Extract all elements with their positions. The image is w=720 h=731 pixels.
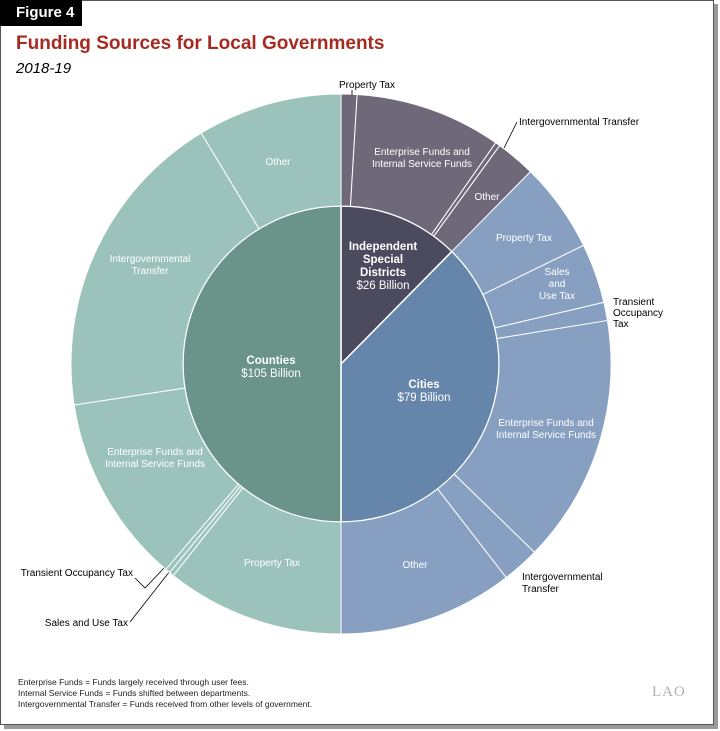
label-line: Transfer (522, 584, 560, 595)
outer-segment (70, 132, 260, 406)
label-line: Sales (544, 267, 569, 278)
label-line: Counties (246, 355, 295, 367)
inner-value-label: $79 Billion (397, 392, 450, 404)
outer-segment (200, 93, 342, 230)
label-line: Internal Service Funds (105, 459, 205, 470)
footnote: Enterprise Funds = Funds largely receive… (18, 677, 249, 687)
leader-line (502, 121, 518, 151)
figure-label: Figure 4 (0, 0, 82, 26)
label-line: Other (402, 560, 428, 571)
chart-subtitle: 2018-19 (16, 60, 72, 77)
label-line: Internal Service Funds (496, 430, 596, 441)
label-line: Use Tax (539, 291, 575, 302)
label-line: Districts (360, 267, 406, 279)
label-line: Cities (408, 379, 439, 391)
label-line: Transfer (132, 266, 170, 277)
label-line: Intergovernmental (110, 254, 191, 265)
label-line: and (549, 279, 566, 290)
segment-label: Intergovernmental Transfer (519, 117, 640, 128)
label-line: Other (474, 192, 500, 203)
inner-value-label: $105 Billion (241, 368, 300, 380)
segment-label: Transient Occupancy Tax (21, 568, 133, 579)
segment-label: Property Tax (496, 233, 552, 244)
inner-label: Cities (408, 379, 439, 391)
segment-label: Sales and Use Tax (45, 618, 128, 629)
label-line: Transient Occupancy Tax (21, 568, 133, 579)
segment-label: Property Tax (244, 558, 300, 569)
segment-label: Intergovernmental Transfer (522, 572, 603, 595)
label-line: Intergovernmental (522, 572, 603, 583)
label-line: $79 Billion (397, 392, 450, 404)
segment-label: Sales and Use Tax (539, 267, 575, 302)
segment-label: Intergovernmental Transfer (110, 254, 191, 277)
label-line: Transient (613, 297, 655, 308)
leader-line (134, 566, 166, 589)
label-line: $105 Billion (241, 368, 300, 380)
segment-label: Enterprise Funds and Internal Service Fun… (496, 418, 596, 441)
inner-label: Counties (246, 355, 295, 367)
footnote: Internal Service Funds = Funds shifted b… (18, 688, 251, 698)
segment-label: Enterprise Funds and Internal Service Fun… (105, 447, 205, 470)
segment-label: Enterprise Funds and Internal Service Fun… (372, 147, 472, 170)
footnotes: Enterprise Funds = Funds largely receive… (18, 677, 312, 710)
label-line: Property Tax (339, 80, 395, 91)
label-line: Special (363, 254, 403, 266)
lao-logo: LAO (652, 684, 686, 700)
segment-label: Other (474, 192, 500, 203)
inner-label: Independent Special Districts (349, 241, 418, 279)
label-line: Other (265, 157, 291, 168)
segment-label: Transient Occupancy Tax (613, 297, 663, 330)
label-line: Independent (349, 241, 418, 253)
label-line: Enterprise Funds and (107, 447, 203, 458)
label-line: Enterprise Funds and (374, 147, 470, 158)
label-line: Enterprise Funds and (498, 418, 594, 429)
segment-label: Other (402, 560, 428, 571)
label-line: $26 Billion (356, 280, 409, 292)
label-line: Property Tax (496, 233, 552, 244)
segment-label: Property Tax (339, 80, 395, 91)
label-line: Occupancy (613, 308, 663, 319)
label-line: Sales and Use Tax (45, 618, 128, 629)
inner-value-label: $26 Billion (356, 280, 409, 292)
footnote: Intergovernmental Transfer = Funds recei… (18, 699, 313, 709)
label-line: Intergovernmental Transfer (519, 117, 640, 128)
label-line: Tax (613, 319, 629, 330)
label-line: Property Tax (244, 558, 300, 569)
label-line: Internal Service Funds (372, 159, 472, 170)
leader-line (129, 570, 171, 623)
segment-label: Other (265, 157, 291, 168)
chart-title: Funding Sources for Local Governments (16, 33, 385, 54)
